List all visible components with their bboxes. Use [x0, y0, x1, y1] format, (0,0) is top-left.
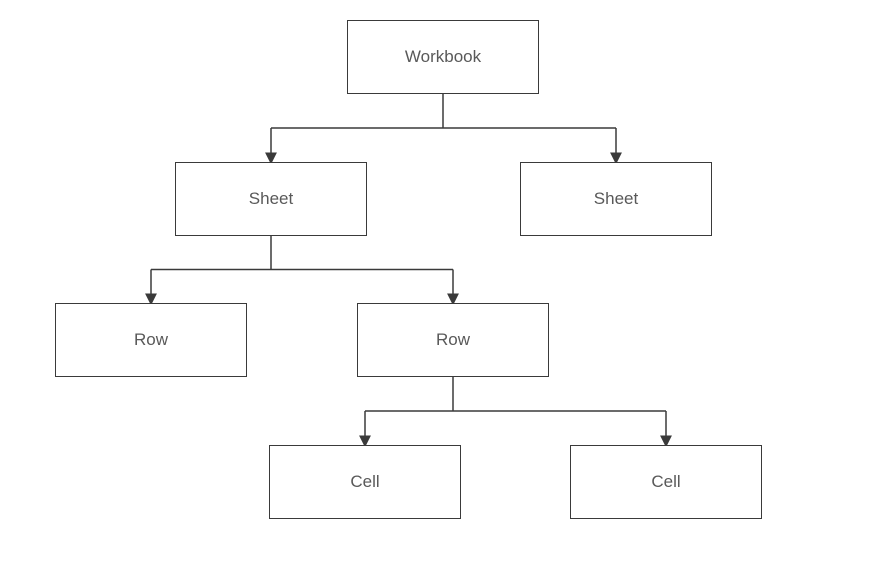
node-label: Row — [436, 330, 470, 350]
node-cell-right: Cell — [570, 445, 762, 519]
diagram-canvas: Workbook Sheet Sheet Row Row Cell Cell — [0, 0, 891, 585]
node-label: Cell — [350, 472, 379, 492]
node-label: Sheet — [594, 189, 638, 209]
node-workbook: Workbook — [347, 20, 539, 94]
node-cell-left: Cell — [269, 445, 461, 519]
node-sheet-left: Sheet — [175, 162, 367, 236]
node-label: Cell — [651, 472, 680, 492]
node-label: Row — [134, 330, 168, 350]
node-sheet-right: Sheet — [520, 162, 712, 236]
node-row-right: Row — [357, 303, 549, 377]
node-row-left: Row — [55, 303, 247, 377]
node-label: Sheet — [249, 189, 293, 209]
node-label: Workbook — [405, 47, 481, 67]
